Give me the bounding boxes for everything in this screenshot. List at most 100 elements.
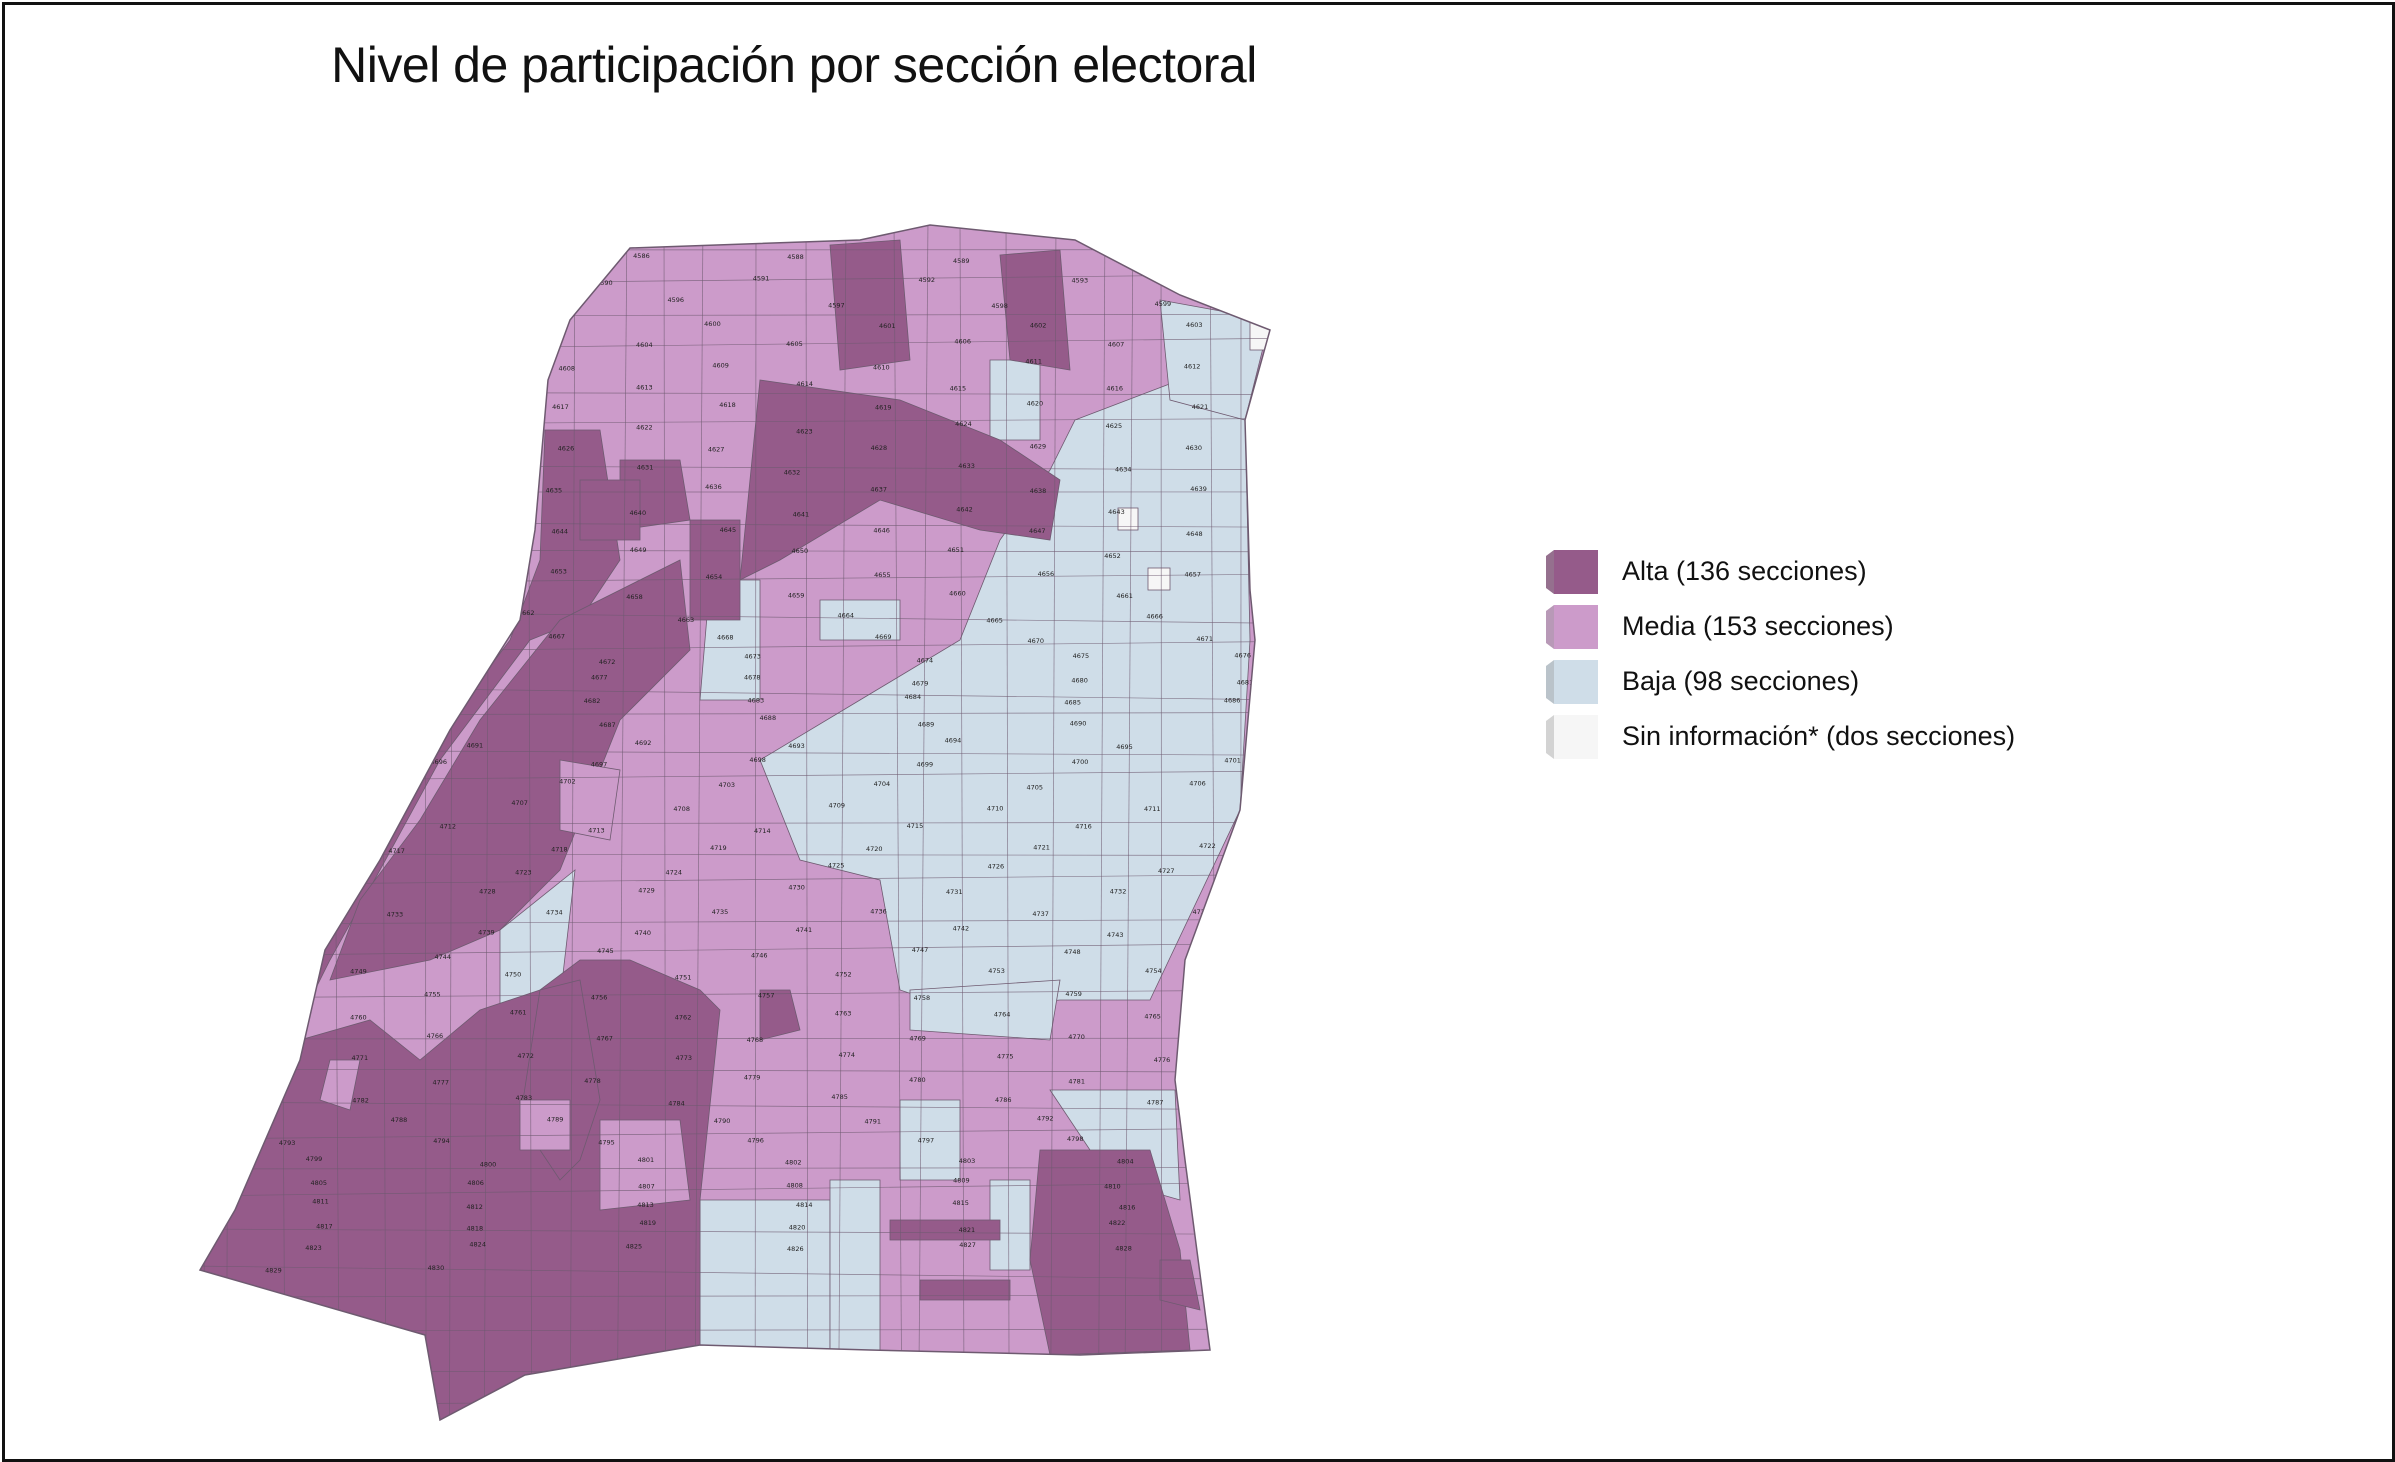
section-number-label: 4633 xyxy=(958,462,975,470)
section-number-label: 4718 xyxy=(551,845,568,853)
section-number-label: 4772 xyxy=(517,1052,534,1060)
section-number-label: 4663 xyxy=(678,616,695,624)
section-region-media xyxy=(599,1119,691,1211)
section-number-label: 4666 xyxy=(1146,612,1163,620)
section-number-label: 4779 xyxy=(744,1074,761,1082)
section-number-label: 4653 xyxy=(550,568,567,576)
section-number-label: 4738 xyxy=(1193,908,1210,916)
section-number-label: 4766 xyxy=(427,1032,444,1040)
section-boundary-line xyxy=(694,225,704,1420)
section-number-label: 4716 xyxy=(1075,822,1092,830)
section-number-label: 4830 xyxy=(428,1264,445,1272)
section-number-label: 4613 xyxy=(636,383,653,391)
section-number-label: 4614 xyxy=(796,380,813,388)
section-number-label: 4729 xyxy=(638,887,655,895)
section-number-label: 4621 xyxy=(1192,403,1209,411)
section-number-label: 4696 xyxy=(430,758,447,766)
section-number-label: 4705 xyxy=(1027,783,1044,791)
section-number-label: 4758 xyxy=(914,994,931,1002)
legend-swatch-alta xyxy=(1546,549,1598,594)
section-number-label: 4669 xyxy=(875,633,892,641)
section-number-label: 4623 xyxy=(796,427,813,435)
section-number-label: 4599 xyxy=(1155,300,1172,308)
section-number-label: 4727 xyxy=(1158,867,1175,875)
section-number-label: 4754 xyxy=(1145,967,1162,975)
section-number-label: 4726 xyxy=(988,863,1005,871)
section-number-label: 4819 xyxy=(639,1219,656,1227)
section-boundary-line xyxy=(838,225,847,1420)
section-boundary-line xyxy=(663,225,667,1420)
section-number-label: 4592 xyxy=(919,276,936,284)
section-number-label: 4751 xyxy=(675,974,692,982)
section-number-label: 4765 xyxy=(1144,1013,1161,1021)
section-number-label: 4741 xyxy=(796,926,813,934)
section-number-label: 4721 xyxy=(1033,844,1050,852)
section-number-label: 4622 xyxy=(636,423,653,431)
section-number-label: 4665 xyxy=(986,616,1003,624)
section-number-label: 4688 xyxy=(760,714,777,722)
section-number-label: 4720 xyxy=(866,845,883,853)
section-number-label: 4750 xyxy=(505,970,522,978)
section-number-label: 4588 xyxy=(787,253,804,261)
section-number-label: 4742 xyxy=(953,925,970,933)
section-number-label: 4608 xyxy=(558,365,575,373)
section-number-label: 4674 xyxy=(917,657,934,665)
section-region-baja xyxy=(1159,299,1270,421)
section-number-label: 4776 xyxy=(1154,1056,1171,1064)
section-number-label: 4683 xyxy=(748,697,765,705)
section-number-label: 4788 xyxy=(391,1116,408,1124)
section-boundary-line xyxy=(616,225,628,1420)
section-number-label: 4715 xyxy=(907,822,924,830)
section-number-label: 4829 xyxy=(265,1266,282,1274)
section-number-label: 4808 xyxy=(786,1182,803,1190)
section-number-label: 4631 xyxy=(637,464,654,472)
section-number-label: 4777 xyxy=(432,1079,449,1087)
section-number-label: 4739 xyxy=(478,928,495,936)
section-number-label: 4697 xyxy=(591,761,608,769)
section-region-alta xyxy=(889,1219,1001,1241)
section-region-alta xyxy=(829,239,911,371)
section-number-label: 4786 xyxy=(995,1096,1012,1104)
section-region-alta xyxy=(1029,1149,1191,1356)
section-number-label: 4762 xyxy=(675,1014,692,1022)
section-number-label: 4820 xyxy=(789,1223,806,1231)
section-number-label: 4807 xyxy=(638,1183,655,1191)
section-number-label: 4605 xyxy=(786,340,803,348)
section-number-label: 4598 xyxy=(991,302,1008,310)
section-number-label: 4710 xyxy=(987,804,1004,812)
section-number-label: 4714 xyxy=(754,827,771,835)
section-number-label: 4746 xyxy=(751,952,768,960)
section-number-label: 4601 xyxy=(879,322,896,330)
section-number-label: 4733 xyxy=(387,911,404,919)
section-number-label: 4604 xyxy=(636,341,653,349)
section-number-label: 4636 xyxy=(705,483,722,491)
section-region-alta xyxy=(1159,1259,1201,1311)
legend-label: Media (153 secciones) xyxy=(1622,611,1894,641)
section-number-label: 4624 xyxy=(955,420,972,428)
section-number-label: 4810 xyxy=(1104,1182,1121,1190)
section-sin-informacion xyxy=(1249,319,1270,351)
section-number-label: 4691 xyxy=(467,741,484,749)
section-number-label: 4811 xyxy=(312,1198,329,1206)
section-number-label: 4748 xyxy=(1064,948,1081,956)
legend-label: Baja (98 secciones) xyxy=(1622,666,1860,696)
section-number-label: 4793 xyxy=(279,1139,296,1147)
section-number-label: 4813 xyxy=(637,1201,654,1209)
section-number-label: 4686 xyxy=(1224,696,1241,704)
section-number-label: 4629 xyxy=(1030,443,1047,451)
section-number-label: 4673 xyxy=(744,653,761,661)
section-number-label: 4773 xyxy=(675,1054,692,1062)
section-number-label: 4647 xyxy=(1029,527,1046,535)
section-number-label: 4761 xyxy=(510,1009,527,1017)
section-number-label: 4725 xyxy=(828,862,845,870)
section-region-baja xyxy=(819,599,901,641)
section-number-label: 4828 xyxy=(1115,1244,1132,1252)
legend-label: Alta (136 secciones) xyxy=(1622,556,1867,586)
section-number-label: 4752 xyxy=(835,971,852,979)
section-boundary-line xyxy=(200,989,1270,999)
section-region-baja xyxy=(699,1199,831,1351)
section-boundary-line xyxy=(200,874,1270,886)
section-number-label: 4693 xyxy=(788,742,805,750)
section-region-alta xyxy=(329,559,691,981)
section-number-label: 4638 xyxy=(1030,487,1047,495)
